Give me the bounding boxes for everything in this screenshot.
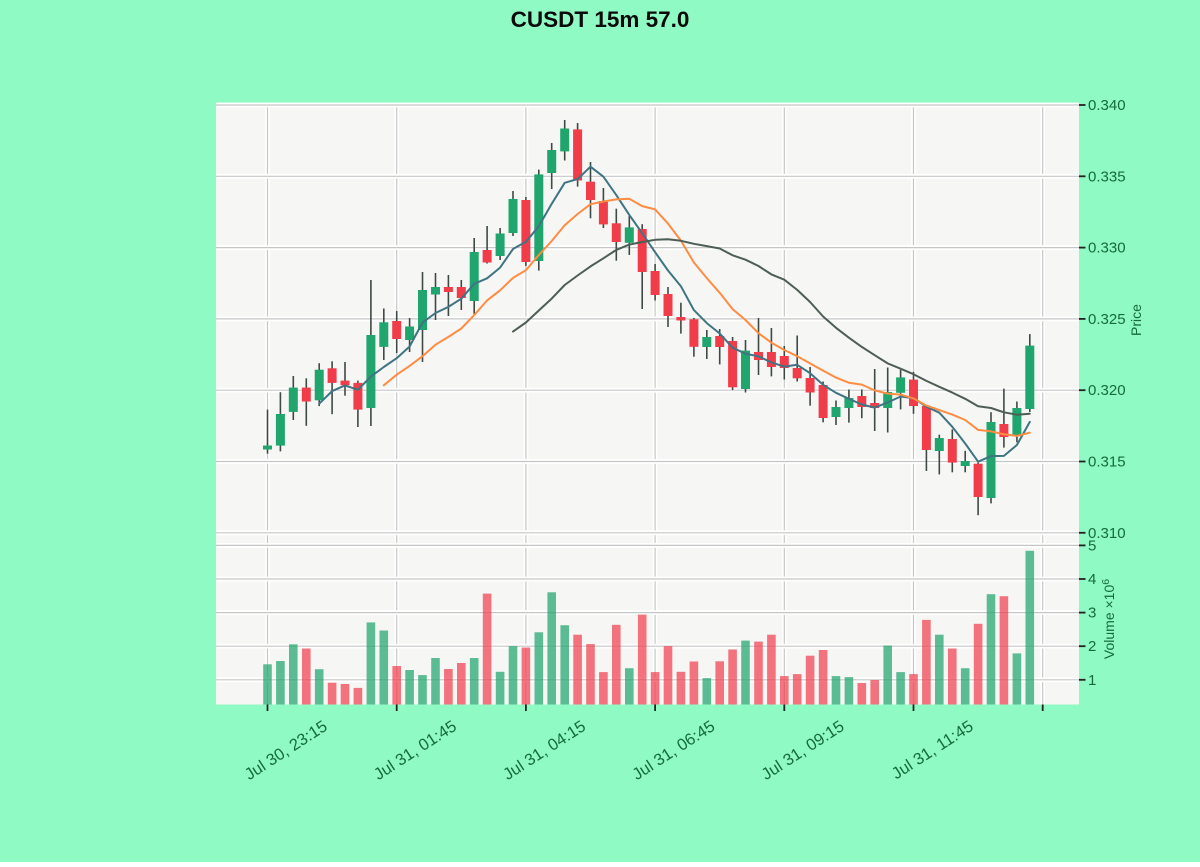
svg-text:0.315: 0.315 — [1088, 454, 1126, 471]
svg-text:0.335: 0.335 — [1088, 168, 1126, 185]
svg-text:0.330: 0.330 — [1088, 240, 1126, 257]
svg-text:1: 1 — [1088, 672, 1096, 689]
svg-text:0.320: 0.320 — [1088, 382, 1126, 399]
svg-text:CUSDT 15m 57.0: CUSDT 15m 57.0 — [511, 7, 690, 32]
svg-text:4: 4 — [1088, 571, 1096, 588]
svg-text:0.340: 0.340 — [1088, 97, 1126, 114]
svg-text:0.310: 0.310 — [1088, 525, 1126, 542]
svg-text:3: 3 — [1088, 605, 1096, 622]
svg-text:Volume ×106: Volume ×106 — [1100, 579, 1117, 659]
svg-text:5: 5 — [1088, 537, 1096, 554]
svg-text:Price: Price — [1128, 304, 1144, 336]
svg-text:0.325: 0.325 — [1088, 311, 1126, 328]
svg-text:2: 2 — [1088, 638, 1096, 655]
